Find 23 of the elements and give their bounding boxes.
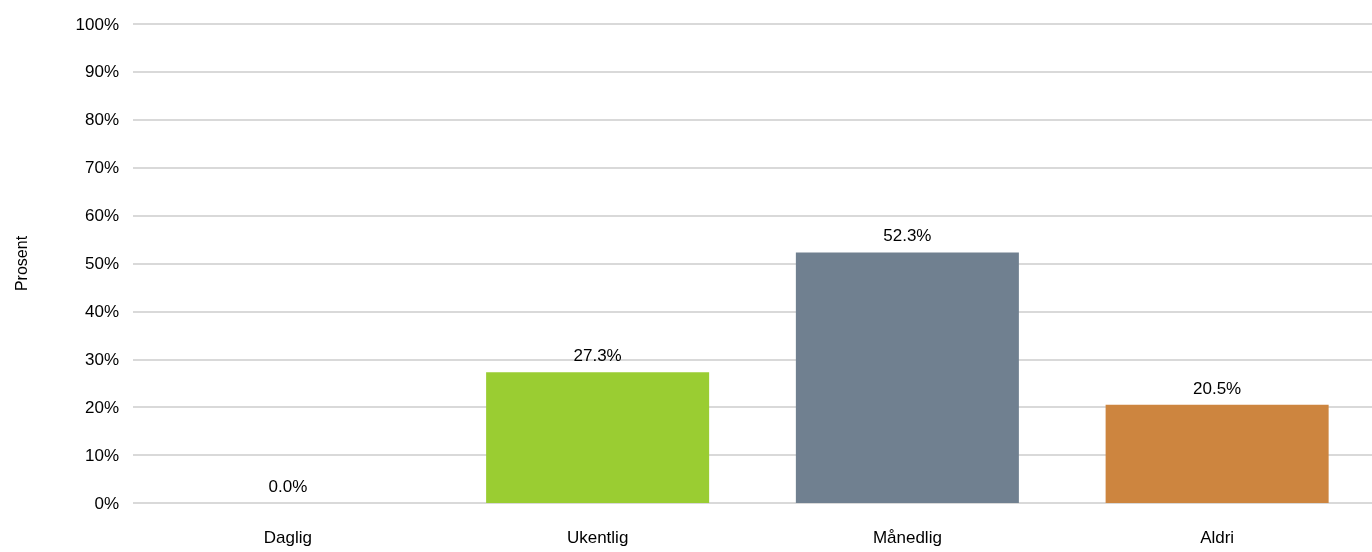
data-label: 27.3% bbox=[573, 346, 622, 366]
y-tick-label: 20% bbox=[84, 397, 119, 417]
y-axis-title: Prosent bbox=[12, 235, 30, 292]
y-tick-label: 100% bbox=[75, 14, 119, 34]
data-label: 20.5% bbox=[1193, 378, 1242, 398]
bar bbox=[795, 252, 1019, 503]
y-tick-label: 30% bbox=[84, 349, 119, 369]
y-tick-label: 50% bbox=[84, 254, 119, 273]
x-tick-label: Daglig bbox=[263, 528, 312, 547]
x-tick-label: Månedlig bbox=[872, 528, 942, 547]
y-tick-label: 10% bbox=[84, 445, 119, 465]
y-tick-label: 0% bbox=[94, 493, 119, 513]
x-tick-label: Ukentlig bbox=[566, 528, 629, 547]
y-tick-label: 60% bbox=[84, 206, 119, 226]
bar bbox=[1105, 404, 1329, 503]
y-tick-label: 40% bbox=[84, 301, 119, 321]
x-tick-label: Aldri bbox=[1200, 528, 1235, 547]
y-tick-label: 80% bbox=[84, 110, 119, 130]
y-tick-label: 90% bbox=[84, 62, 119, 82]
bar bbox=[486, 372, 710, 503]
data-label: 52.3% bbox=[883, 226, 932, 246]
data-label: 0.0% bbox=[268, 477, 308, 496]
y-tick-label: 70% bbox=[84, 158, 119, 178]
